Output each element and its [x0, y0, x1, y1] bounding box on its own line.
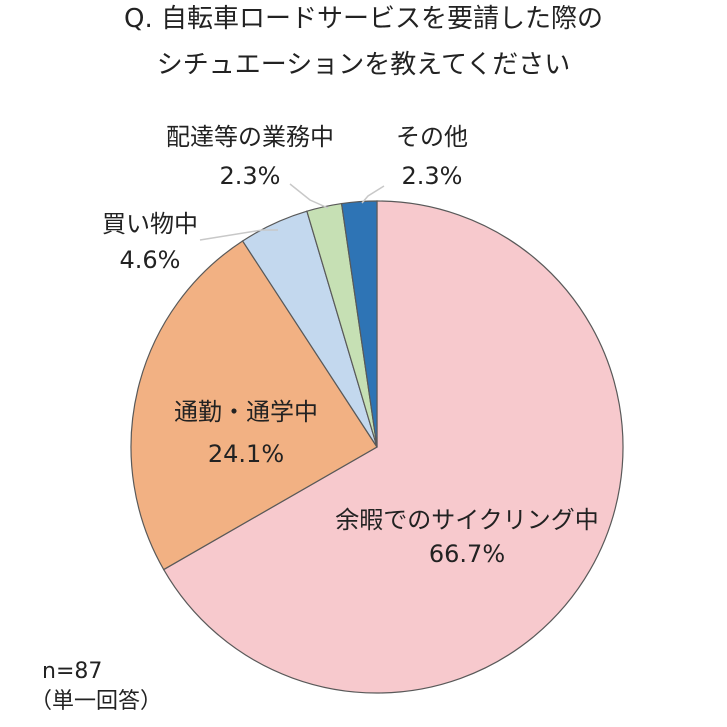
pie-slice-4	[340, 200, 378, 448]
leader-lines	[199, 183, 385, 241]
leader-line-4	[361, 185, 385, 204]
slice-labels: 余暇でのサイクリング中 66.7% 通勤・通学中 24.1% 買い物中 4.6% 配達等の業…	[102, 123, 599, 568]
answer-type-note: （単一回答）	[30, 689, 163, 714]
leader-line-2	[199, 229, 278, 241]
leader-line-3	[289, 183, 329, 209]
slice-value-label-0: 66.7%	[429, 540, 505, 568]
sample-size-note: n=87	[42, 659, 103, 684]
slice-label-2: 買い物中	[102, 210, 198, 238]
slice-label-1: 通勤・通学中	[174, 398, 318, 426]
slice-label-4: その他	[396, 123, 468, 151]
slice-label-3: 配達等の業務中	[166, 123, 334, 151]
slice-label-0: 余暇でのサイクリング中	[335, 506, 599, 534]
pie-slice-1	[130, 240, 378, 571]
pie-slice-0	[162, 200, 624, 694]
chart-title-line-1: Q. 自転車ロードサービスを要請した際の	[124, 4, 603, 34]
slice-value-label-1: 24.1%	[208, 440, 284, 468]
slice-value-label-3: 2.3%	[220, 162, 281, 190]
chart-title-line-2: シチュエーションを教えてください	[156, 50, 571, 80]
slice-value-label-4: 2.3%	[402, 162, 463, 190]
pie-slices	[130, 200, 624, 694]
slice-value-label-2: 4.6%	[120, 246, 181, 274]
